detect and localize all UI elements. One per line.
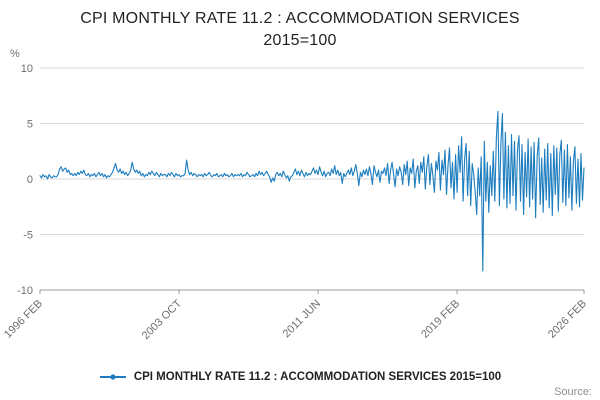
x-tick-label: 1996 FEB [2,298,45,341]
y-tick-label: -5 [23,230,33,242]
x-tick-label: 2026 FEB [546,298,589,341]
y-tick-label: 5 [27,119,33,131]
chart-title: CPI MONTHLY RATE 11.2 : ACCOMMODATION SE… [0,8,600,51]
y-tick-label: 0 [27,174,33,186]
legend-line-marker-icon [99,374,126,380]
chart-title-line1: CPI MONTHLY RATE 11.2 : ACCOMMODATION SE… [80,10,520,27]
x-tick-label: 2019 FEB [419,298,462,341]
y-axis-unit-label: % [10,48,20,60]
source-label: Source: [554,386,592,398]
y-tick-label: -10 [17,285,33,297]
x-tick-label: 2011 JUN [281,298,324,341]
x-tick-label: 2003 OCT [140,297,185,342]
series-line-cpi-monthly-rate [39,110,585,272]
legend: CPI MONTHLY RATE 11.2 : ACCOMMODATION SE… [0,371,600,383]
legend-label: CPI MONTHLY RATE 11.2 : ACCOMMODATION SE… [133,371,502,383]
y-tick-label: 10 [21,63,33,75]
chart-title-line2: 2015=100 [263,31,337,49]
